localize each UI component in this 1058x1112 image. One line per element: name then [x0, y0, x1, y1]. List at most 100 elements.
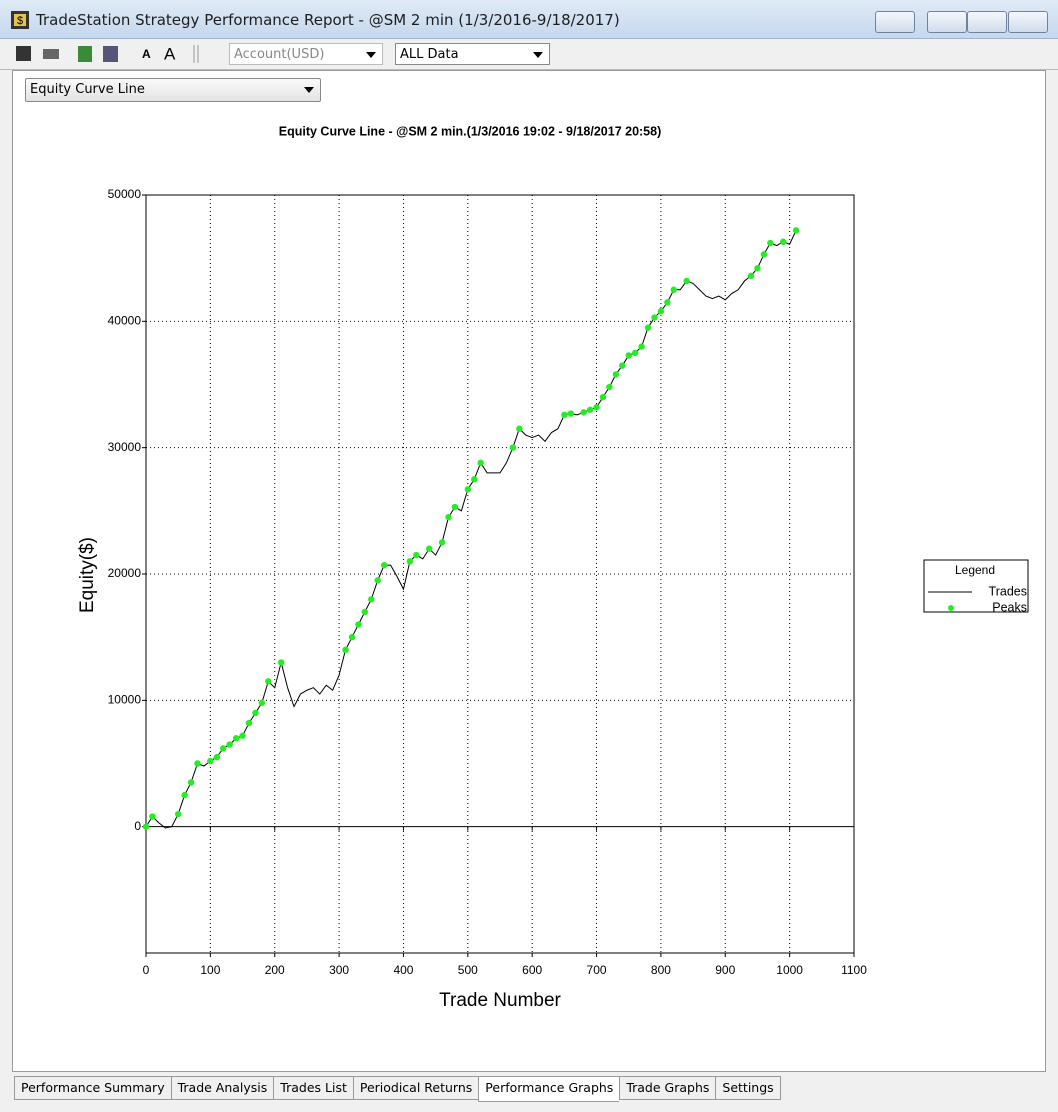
x-tick-label: 200	[265, 963, 285, 977]
range-combo[interactable]: ALL Data	[395, 43, 550, 65]
minimize-button[interactable]	[927, 11, 967, 33]
x-tick-label: 0	[143, 963, 150, 977]
peak-dot	[599, 393, 607, 401]
account-combo[interactable]: Account(USD)	[229, 43, 383, 65]
window-title: TradeStation Strategy Performance Report…	[36, 11, 620, 29]
properties-icon[interactable]	[103, 46, 118, 62]
legend-box	[923, 559, 1029, 613]
font-larger[interactable]: A	[164, 44, 176, 63]
peak-dot	[612, 371, 620, 378]
x-tick-label: 500	[458, 963, 478, 977]
peak-dot	[265, 678, 272, 685]
peak-dot	[754, 265, 761, 272]
peak-dot	[606, 383, 613, 391]
x-tick-label: 300	[329, 963, 349, 977]
peak-dot	[586, 406, 594, 413]
app-icon: $	[11, 11, 29, 29]
x-tick-label: 800	[651, 963, 671, 977]
peak-dot	[625, 352, 632, 359]
x-axis-title: Trade Number	[439, 990, 561, 1011]
legend-title: Legend	[955, 563, 995, 577]
peak-dot	[631, 349, 639, 357]
y-tick-label: 50000	[108, 187, 142, 201]
peak-dot	[760, 251, 768, 258]
legend-label: Peaks	[992, 600, 1027, 614]
restore-button[interactable]	[875, 11, 915, 33]
peak-dot	[464, 486, 472, 493]
peak-dot	[258, 699, 266, 707]
peak-dot	[220, 745, 227, 752]
peak-dot	[380, 561, 388, 569]
chart-title: Equity Curve Line - @SM 2 min.(1/3/2016 …	[279, 124, 662, 138]
tab[interactable]: Trades List	[273, 1076, 353, 1100]
tab[interactable]: Settings	[715, 1076, 781, 1100]
peak-dot	[445, 513, 452, 521]
peak-dot	[580, 409, 587, 416]
equity-chart: Equity Curve Line - @SM 2 min.(1/3/2016 …	[77, 124, 1029, 1011]
tab[interactable]: Periodical Returns	[352, 1076, 479, 1100]
save-icon[interactable]	[16, 46, 31, 61]
tab[interactable]: Trade Graphs	[619, 1076, 716, 1100]
peak-dot	[226, 741, 233, 748]
peak-dot	[644, 324, 652, 331]
peak-dot	[252, 709, 259, 717]
peak-dot	[438, 539, 446, 546]
toolbar-icons: A A	[16, 44, 199, 63]
peak-dot	[651, 314, 658, 321]
plot-area	[145, 194, 855, 954]
x-tick-label: 900	[715, 963, 735, 977]
peak-dot	[194, 760, 201, 767]
peak-dot	[207, 757, 214, 765]
refresh-icon[interactable]	[78, 46, 92, 62]
peak-dot	[664, 299, 671, 306]
svg-text:$: $	[17, 15, 23, 27]
peak-dot	[413, 551, 420, 559]
tab-strip: Performance Summary Trade Analysis Trades …	[14, 1076, 781, 1102]
graph-type-combo[interactable]: Equity Curve Line	[25, 78, 321, 102]
peak-dot	[406, 558, 414, 565]
peak-dot	[516, 425, 523, 432]
peak-dot	[747, 272, 755, 280]
peak-dot	[232, 735, 240, 742]
x-tick-label: 100	[200, 963, 220, 977]
x-tick-label: 1100	[841, 963, 867, 977]
tab[interactable]: Trade Analysis	[170, 1076, 274, 1100]
peak-dot	[277, 659, 285, 666]
peak-dot	[368, 596, 375, 603]
peak-dot	[245, 719, 253, 727]
peak-dot	[657, 308, 665, 315]
peak-dot	[451, 503, 459, 511]
peak-dot	[361, 608, 369, 616]
peak-dot	[477, 459, 484, 467]
close-button[interactable]	[1008, 11, 1048, 33]
y-tick-label: 10000	[108, 693, 142, 707]
x-tick-label: 600	[522, 963, 542, 977]
peak-dot	[187, 779, 195, 786]
x-tick-label: 400	[393, 963, 413, 977]
peak-dot	[355, 621, 362, 628]
title-bar: $ TradeStation Strategy Performance Repo…	[0, 0, 1058, 39]
peak-dot	[509, 444, 517, 451]
peak-dot	[567, 410, 574, 417]
peak-dot	[670, 286, 677, 293]
peak-dot	[593, 404, 600, 411]
y-tick-label: 40000	[108, 314, 142, 328]
peak-dot	[174, 810, 182, 818]
peak-dot	[767, 239, 774, 247]
peak-dot	[619, 362, 626, 369]
y-axis-title: Equity($)	[77, 537, 98, 613]
tab[interactable]: Performance Summary	[14, 1076, 171, 1100]
print-icon[interactable]	[43, 49, 59, 59]
x-tick-label: 700	[587, 963, 607, 977]
peak-dot	[471, 476, 478, 483]
legend-label: Trades	[989, 584, 1027, 598]
peak-dot	[683, 277, 690, 285]
peak-dot	[426, 545, 433, 552]
peak-dot	[213, 753, 220, 761]
maximize-button[interactable]	[967, 11, 1007, 33]
y-tick-label: 20000	[108, 566, 142, 580]
peak-dot	[780, 238, 787, 245]
tab[interactable]: Performance Graphs	[478, 1076, 620, 1102]
font-smaller[interactable]: A	[142, 47, 151, 61]
